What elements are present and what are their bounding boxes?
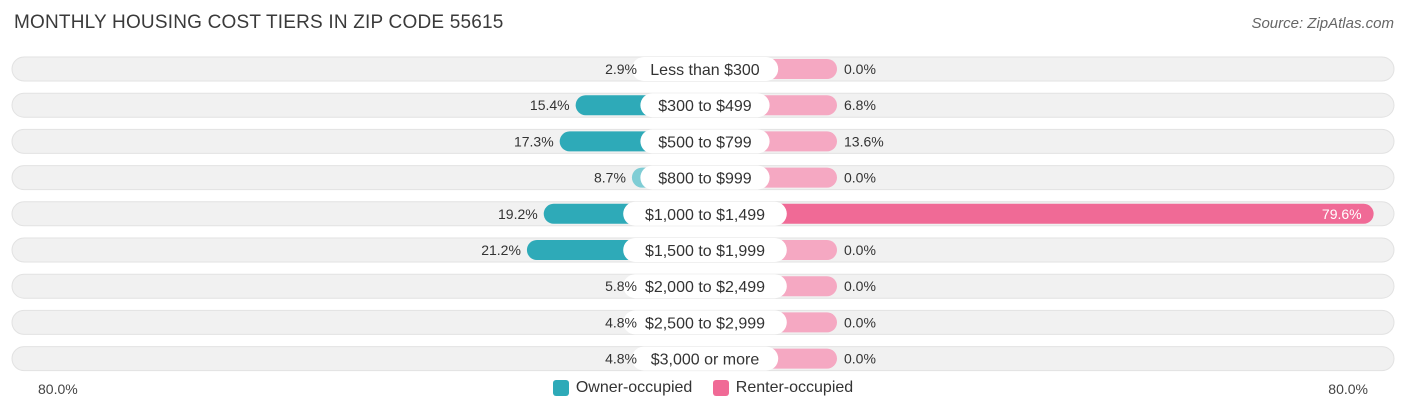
value-label-renter: 13.6%: [844, 133, 884, 149]
value-label-owner: 21.2%: [481, 242, 521, 258]
category-pill: [640, 129, 770, 154]
value-label-owner: 15.4%: [530, 97, 570, 113]
value-label-renter: 0.0%: [844, 351, 876, 367]
value-label-owner: 4.8%: [605, 351, 637, 367]
category-label: $500 to $799: [658, 134, 752, 151]
category-label: $2,500 to $2,999: [645, 315, 765, 332]
value-label-owner: 5.8%: [605, 278, 637, 294]
category-pill: [640, 165, 770, 190]
category-label: $1,500 to $1,999: [645, 243, 765, 260]
value-label-renter: 6.8%: [844, 97, 876, 113]
category-pill: [623, 310, 787, 335]
chart-source: Source: ZipAtlas.com: [1251, 15, 1394, 32]
value-label-renter: 0.0%: [844, 278, 876, 294]
axis-label-left: 80.0%: [38, 381, 78, 397]
legend-label-renter: Renter-occupied: [735, 379, 854, 396]
category-label: $800 to $999: [658, 171, 752, 188]
bar-renter: [705, 203, 1374, 224]
category-label: $2,000 to $2,499: [645, 279, 765, 296]
value-label-owner: 17.3%: [514, 133, 554, 149]
value-label-owner: 19.2%: [498, 206, 538, 222]
legend-swatch-owner: [552, 380, 569, 396]
value-label-renter: 0.0%: [844, 61, 876, 77]
category-label: $3,000 or more: [651, 352, 760, 369]
legend: Owner-occupied Renter-occupied: [0, 379, 1406, 401]
category-pill: [631, 57, 779, 81]
chart-title: MONTHLY HOUSING COST TIERS IN ZIP CODE 5…: [14, 12, 504, 33]
category-label: $300 to $499: [658, 98, 752, 115]
value-label-renter: 0.0%: [844, 314, 876, 330]
value-label-renter: 0.0%: [844, 242, 876, 258]
value-label-owner: 4.8%: [605, 314, 637, 330]
value-label-owner: 8.7%: [594, 170, 626, 186]
legend-item-renter: Renter-occupied: [712, 379, 854, 397]
category-pill: [623, 238, 787, 262]
value-label-renter: 79.6%: [1322, 206, 1362, 222]
category-pill: [631, 346, 779, 371]
value-label-owner: 2.9%: [605, 61, 637, 77]
category-label: $1,000 to $1,499: [645, 207, 765, 224]
axis-label-right: 80.0%: [1328, 381, 1368, 397]
category-pill: [640, 93, 770, 118]
legend-label-owner: Owner-occupied: [575, 379, 693, 396]
value-label-renter: 0.0%: [844, 170, 876, 186]
category-pill: [623, 201, 787, 226]
legend-item-owner: Owner-occupied: [552, 379, 693, 397]
category-pill: [623, 274, 787, 299]
category-label: Less than $300: [650, 62, 760, 79]
legend-swatch-renter: [712, 380, 729, 396]
